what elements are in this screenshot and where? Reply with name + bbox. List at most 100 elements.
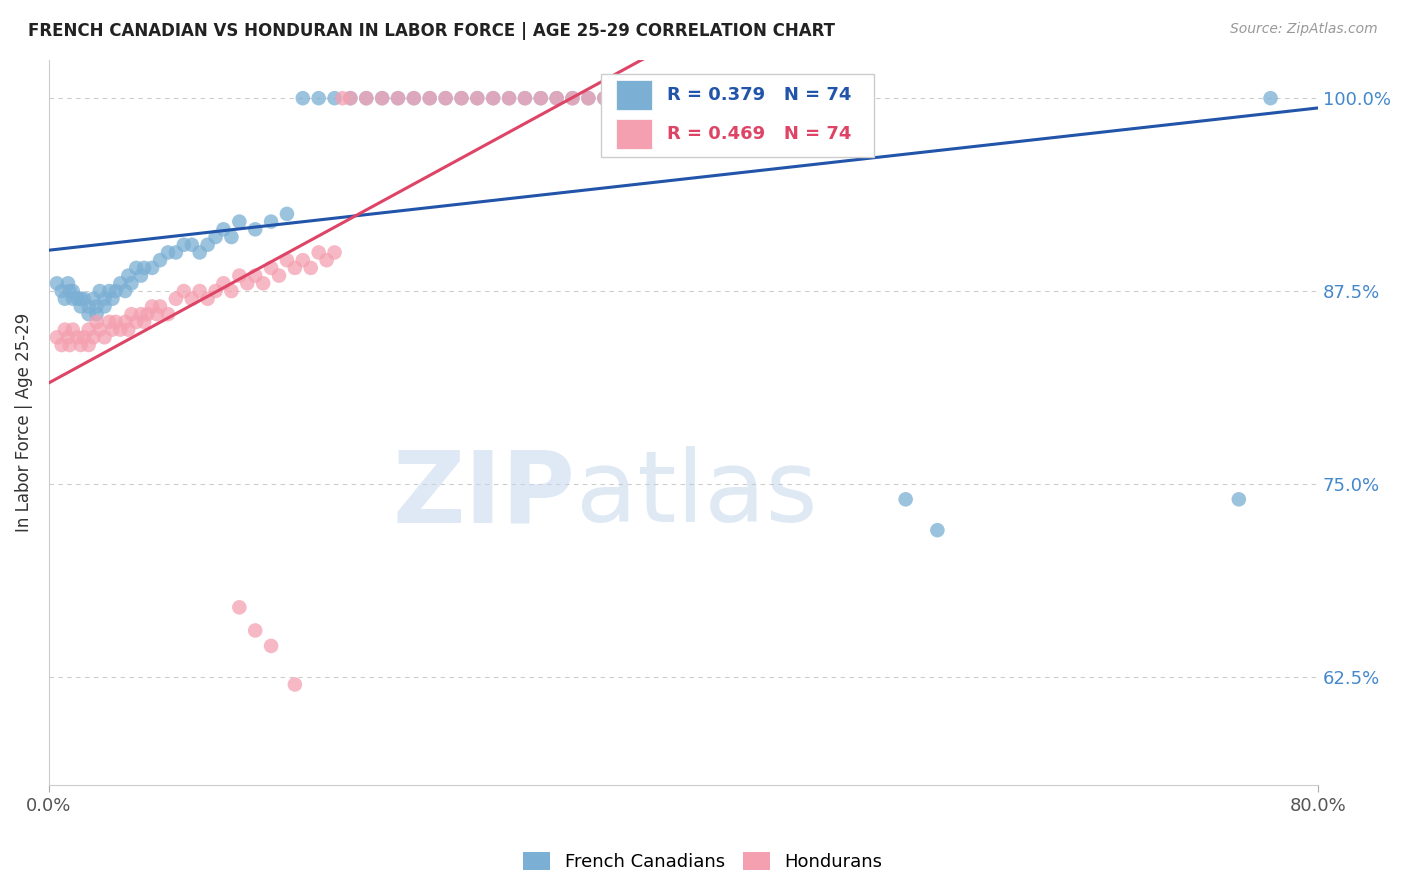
Point	[465, 91, 488, 105]
Point	[110, 323, 132, 337]
Point	[141, 260, 163, 275]
Point	[546, 91, 568, 105]
FancyBboxPatch shape	[616, 119, 652, 149]
Point	[402, 91, 425, 105]
Point	[101, 292, 124, 306]
Point	[228, 214, 250, 228]
Point	[45, 330, 67, 344]
Point	[125, 315, 148, 329]
Point	[498, 91, 520, 105]
Point	[45, 277, 67, 291]
Point	[221, 284, 243, 298]
Point	[56, 277, 79, 291]
Point	[204, 284, 226, 298]
Point	[498, 91, 520, 105]
Point	[77, 300, 100, 314]
Point	[125, 260, 148, 275]
Text: FRENCH CANADIAN VS HONDURAN IN LABOR FORCE | AGE 25-29 CORRELATION CHART: FRENCH CANADIAN VS HONDURAN IN LABOR FOR…	[28, 22, 835, 40]
Point	[927, 523, 949, 537]
Point	[339, 91, 361, 105]
Point	[82, 330, 104, 344]
Point	[58, 284, 80, 298]
Point	[212, 222, 235, 236]
Point	[546, 91, 568, 105]
Point	[267, 268, 290, 283]
Point	[66, 330, 89, 344]
Point	[117, 268, 139, 283]
Point	[149, 300, 172, 314]
Point	[86, 300, 108, 314]
Point	[323, 91, 346, 105]
Text: R = 0.469   N = 74: R = 0.469 N = 74	[666, 125, 852, 143]
Point	[62, 292, 84, 306]
Point	[387, 91, 409, 105]
Point	[134, 315, 156, 329]
Point	[894, 492, 917, 507]
Point	[387, 91, 409, 105]
Point	[73, 292, 96, 306]
Point	[735, 91, 758, 105]
Point	[141, 300, 163, 314]
Point	[62, 284, 84, 298]
Point	[188, 245, 211, 260]
Point	[291, 91, 314, 105]
Point	[134, 260, 156, 275]
Point	[221, 230, 243, 244]
Point	[129, 268, 152, 283]
Point	[308, 245, 330, 260]
Text: ZIP: ZIP	[392, 446, 575, 543]
Point	[299, 260, 322, 275]
Point	[156, 245, 179, 260]
Point	[482, 91, 505, 105]
Point	[704, 91, 727, 105]
Point	[82, 292, 104, 306]
Point	[641, 91, 664, 105]
Point	[89, 284, 111, 298]
Point	[434, 91, 457, 105]
Text: Source: ZipAtlas.com: Source: ZipAtlas.com	[1230, 22, 1378, 37]
Point	[308, 91, 330, 105]
Point	[114, 315, 136, 329]
Point	[530, 91, 553, 105]
Point	[93, 300, 115, 314]
Point	[315, 253, 337, 268]
Point	[465, 91, 488, 105]
Point	[58, 338, 80, 352]
Point	[482, 91, 505, 105]
Point	[114, 284, 136, 298]
Point	[53, 292, 76, 306]
Point	[371, 91, 394, 105]
Point	[77, 338, 100, 352]
Point	[228, 600, 250, 615]
Point	[77, 307, 100, 321]
Point	[260, 260, 283, 275]
Point	[93, 330, 115, 344]
Point	[236, 277, 259, 291]
Point	[530, 91, 553, 105]
Point	[51, 284, 73, 298]
Point	[110, 277, 132, 291]
Point	[284, 677, 307, 691]
Point	[69, 292, 91, 306]
FancyBboxPatch shape	[600, 74, 875, 158]
Point	[609, 91, 631, 105]
Point	[62, 323, 84, 337]
Point	[323, 245, 346, 260]
Point	[98, 315, 121, 329]
Point	[624, 91, 647, 105]
Point	[252, 277, 274, 291]
Point	[121, 307, 143, 321]
Point	[165, 245, 187, 260]
Point	[204, 230, 226, 244]
Point	[245, 222, 267, 236]
Point	[86, 307, 108, 321]
Text: atlas: atlas	[575, 446, 817, 543]
Point	[188, 284, 211, 298]
Point	[104, 284, 127, 298]
Point	[136, 307, 159, 321]
Point	[53, 323, 76, 337]
Point	[73, 330, 96, 344]
Point	[245, 624, 267, 638]
Point	[672, 91, 695, 105]
Point	[593, 91, 616, 105]
